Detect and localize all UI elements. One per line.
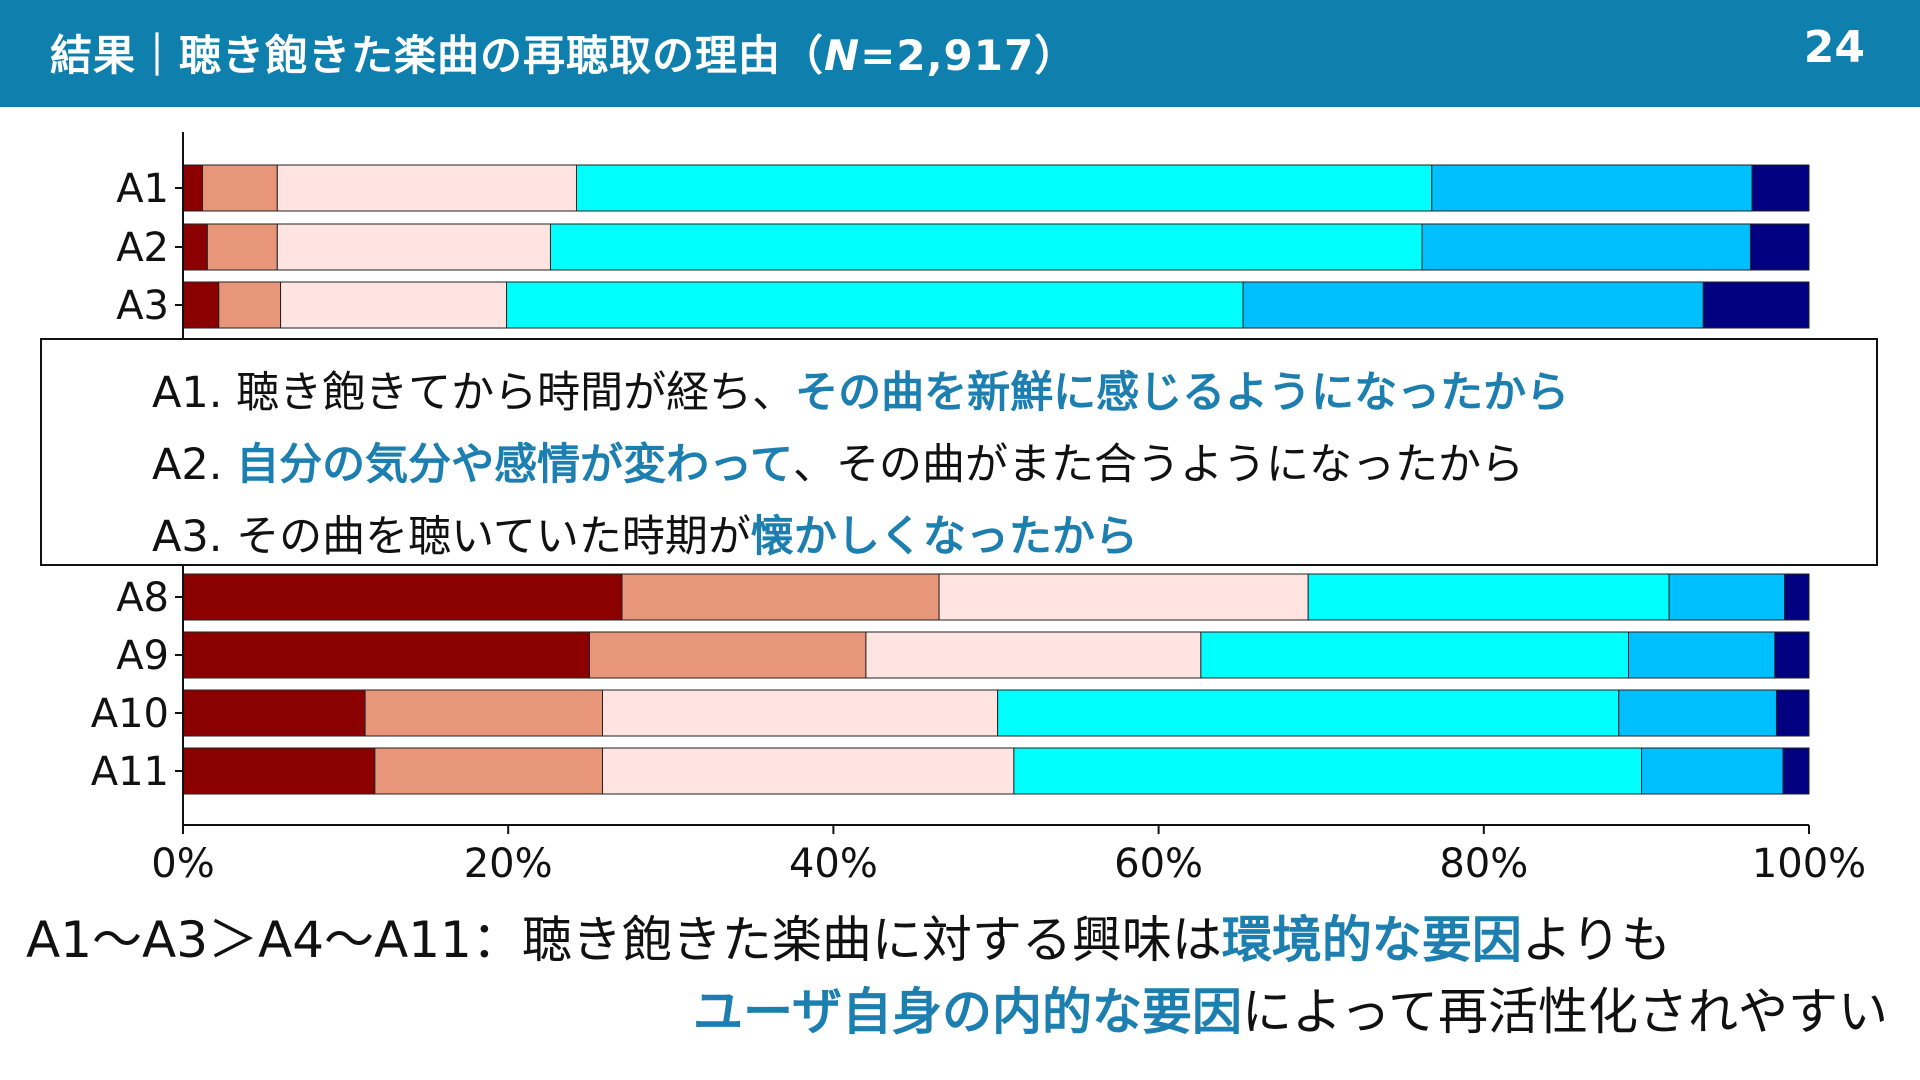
- legend-row-a3-highlight: 懐かしくなったから: [750, 512, 1138, 562]
- bar-segment-a1-3: [276, 164, 577, 212]
- page-title-n: N: [824, 31, 861, 80]
- page-title: 結果｜聴き飽きた楽曲の再聴取の理由（N=2,917）: [50, 22, 1077, 83]
- bar-segment-a2-3: [276, 223, 551, 271]
- bar-segment-a11-3: [602, 747, 1015, 795]
- conclusion-line-1-prefix: A1～A3＞A4～A11：聴き飽きた楽曲に対する興味は: [26, 911, 1222, 969]
- legend-row-a3: A3. その曲を聴いていた時期が懐かしくなったから: [152, 502, 1138, 564]
- x-tick-label-1: 20%: [464, 841, 553, 887]
- bar-segment-a9-1: [182, 631, 590, 679]
- page-title-prefix: 結果｜聴き飽きた楽曲の再聴取の理由（: [50, 31, 825, 80]
- bar-segment-a10-3: [602, 689, 999, 737]
- conclusion-line-2: ユーザ自身の内的な要因によって再活性化されやすい: [693, 972, 1888, 1044]
- x-tick-label-0: 0%: [151, 841, 214, 887]
- conclusion-line-2-suffix: によって再活性化されやすい: [1242, 983, 1888, 1041]
- bar-segment-a3-6: [1702, 281, 1810, 329]
- bar-segment-a9-3: [865, 631, 1202, 679]
- legend-box: A1. 聴き飽きてから時間が経ち、その曲を新鮮に感じるようになったから A2. …: [40, 338, 1878, 566]
- header-bar: 結果｜聴き飽きた楽曲の再聴取の理由（N=2,917） 24: [0, 0, 1920, 107]
- y-tick-label-a10: A10: [91, 691, 169, 737]
- bar-segment-a11-2: [374, 747, 604, 795]
- bar-segment-a10-4: [997, 689, 1620, 737]
- bar-segment-a3-3: [280, 281, 508, 329]
- bar-segment-a11-1: [182, 747, 376, 795]
- legend-row-a2-prefix: A2.: [152, 440, 237, 490]
- x-tick-label-3: 60%: [1114, 841, 1203, 887]
- legend-row-a1-prefix: A1. 聴き飽きてから時間が経ち、: [152, 368, 796, 418]
- bar-segment-a9-2: [589, 631, 867, 679]
- bar-segment-a10-1: [182, 689, 366, 737]
- conclusion-line-1-suffix: よりも: [1521, 911, 1671, 969]
- bar-segment-a10-6: [1775, 689, 1810, 737]
- bar-segment-a8-1: [182, 573, 623, 621]
- bar-segment-a9-6: [1774, 631, 1810, 679]
- conclusion-line-1: A1～A3＞A4～A11：聴き飽きた楽曲に対する興味は環境的な要因よりも: [26, 900, 1671, 972]
- bar-segment-a2-6: [1749, 223, 1810, 271]
- bar-segment-a1-2: [202, 164, 278, 212]
- bar-segment-a11-4: [1013, 747, 1643, 795]
- bar-segment-a10-2: [364, 689, 604, 737]
- legend-row-a3-prefix: A3. その曲を聴いていた時期が: [152, 512, 751, 562]
- legend-row-a1-highlight: その曲を新鮮に感じるようになったから: [795, 368, 1570, 418]
- bar-segment-a3-5: [1242, 281, 1704, 329]
- bar-segment-a2-5: [1421, 223, 1751, 271]
- x-tick-label-4: 80%: [1439, 841, 1528, 887]
- bar-segment-a1-4: [575, 164, 1433, 212]
- bar-segment-a3-1: [182, 281, 220, 329]
- bar-segment-a1-5: [1431, 164, 1753, 212]
- bar-segment-a8-2: [621, 573, 940, 621]
- bar-segment-a11-5: [1641, 747, 1784, 795]
- y-tick-label-a1: A1: [116, 166, 169, 212]
- y-tick-label-a11: A11: [91, 749, 169, 795]
- stacked-bar-chart: A1 A2 A3 A8 A9 A10 A11 0% 20% 40% 60% 80% 100%: [91, 132, 1866, 887]
- bar-segment-a1-1: [182, 164, 204, 212]
- bar-segment-a3-4: [506, 281, 1244, 329]
- legend-row-a2: A2. 自分の気分や感情が変わって、その曲がまた合うようになったから: [152, 430, 1524, 492]
- bar-segment-a8-5: [1668, 573, 1786, 621]
- legend-row-a1: A1. 聴き飽きてから時間が経ち、その曲を新鮮に感じるようになったから: [152, 358, 1569, 420]
- bar-segment-a2-4: [549, 223, 1423, 271]
- y-tick-label-a8: A8: [116, 575, 169, 621]
- x-tick-label-2: 40%: [789, 841, 878, 887]
- legend-row-a2-highlight: 自分の気分や感情が変わって: [236, 440, 793, 490]
- bar-segment-a3-2: [218, 281, 282, 329]
- page-number: 24: [1803, 22, 1865, 73]
- bar-segment-a2-1: [182, 223, 208, 271]
- y-tick-label-a9: A9: [116, 633, 169, 679]
- bar-segment-a1-6: [1751, 164, 1810, 212]
- bar-segment-a9-5: [1628, 631, 1776, 679]
- bar-segment-a2-2: [206, 223, 278, 271]
- y-tick-label-a2: A2: [116, 225, 169, 271]
- bar-segment-a8-4: [1307, 573, 1670, 621]
- conclusion-line-2-highlight: ユーザ自身の内的な要因: [693, 983, 1242, 1041]
- bar-segment-a9-4: [1200, 631, 1630, 679]
- bar-segment-a8-3: [938, 573, 1309, 621]
- legend-row-a2-suffix: 、その曲がまた合うようになったから: [792, 440, 1524, 490]
- x-tick-label-5: 100%: [1752, 841, 1866, 887]
- y-tick-label-a3: A3: [116, 283, 169, 329]
- page-title-suffix: =2,917）: [860, 31, 1078, 80]
- bar-segment-a10-5: [1618, 689, 1777, 737]
- bar-segment-a11-6: [1782, 747, 1810, 795]
- bar-segment-a8-6: [1784, 573, 1810, 621]
- conclusion-line-1-highlight: 環境的な要因: [1221, 911, 1522, 969]
